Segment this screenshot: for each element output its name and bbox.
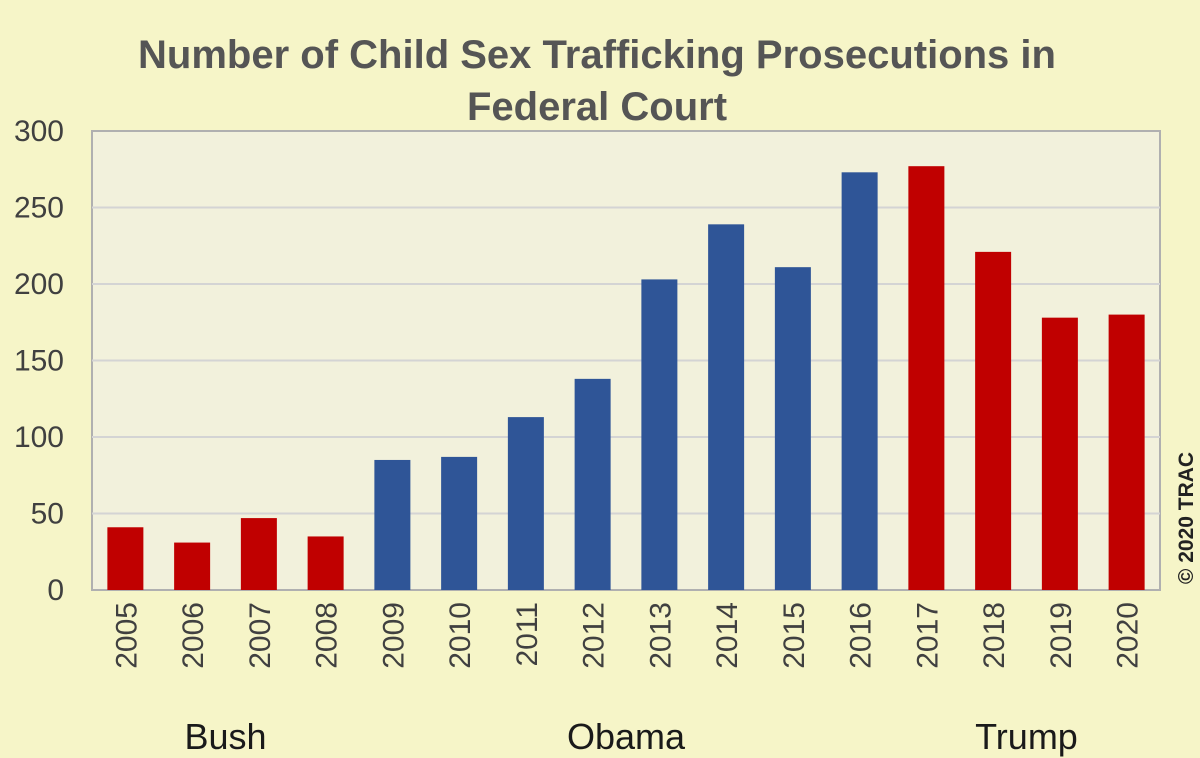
bar-2020 <box>1108 314 1145 590</box>
y-tick-label: 0 <box>47 574 64 607</box>
bar-2018 <box>975 251 1012 590</box>
bar-2010 <box>441 456 478 590</box>
y-axis-ticks: 0 50 100 150 200 250 300 <box>14 115 64 607</box>
bar-2006 <box>174 542 211 590</box>
bar-2008 <box>307 536 344 590</box>
copyright-credit: © 2020 TRAC <box>1175 452 1198 584</box>
bar-2017 <box>908 166 945 590</box>
x-tick-label: 2017 <box>911 602 944 669</box>
administration-labels: Bush Obama Trump <box>184 716 1077 757</box>
y-tick-label: 100 <box>14 421 64 454</box>
x-tick-label: 2018 <box>978 602 1011 669</box>
x-tick-label: 2006 <box>177 602 210 669</box>
x-tick-label: 2010 <box>444 602 477 669</box>
group-label-bush: Bush <box>184 716 266 757</box>
bars <box>107 166 1145 590</box>
bar-2011 <box>507 417 544 590</box>
x-tick-label: 2016 <box>845 602 878 669</box>
bar-2009 <box>374 459 411 590</box>
x-tick-label: 2009 <box>377 602 410 669</box>
x-tick-label: 2011 <box>511 602 544 667</box>
bar-2012 <box>574 378 611 590</box>
x-tick-label: 2008 <box>311 602 344 669</box>
x-tick-label: 2007 <box>244 602 277 669</box>
bar-2015 <box>774 267 811 590</box>
bar-2005 <box>107 527 144 590</box>
x-tick-label: 2012 <box>578 602 611 669</box>
chart-title-line-1: Number of Child Sex Trafficking Prosecut… <box>138 33 1056 77</box>
bar-2016 <box>841 172 878 590</box>
x-tick-label: 2005 <box>110 602 143 669</box>
group-label-obama: Obama <box>567 716 686 757</box>
group-label-trump: Trump <box>975 716 1078 757</box>
bar-2019 <box>1041 317 1078 590</box>
x-tick-label: 2019 <box>1045 602 1078 669</box>
x-axis-ticks: 2005 2006 2007 2008 2009 2010 2011 2012 2013 2014… <box>110 602 1144 669</box>
y-tick-label: 50 <box>31 498 64 531</box>
x-tick-label: 2014 <box>711 602 744 669</box>
bar-2013 <box>641 279 678 590</box>
y-tick-label: 150 <box>14 345 64 378</box>
y-tick-label: 300 <box>14 115 64 148</box>
x-tick-label: 2013 <box>644 602 677 669</box>
x-tick-label: 2015 <box>778 602 811 669</box>
y-tick-label: 250 <box>14 192 64 225</box>
bar-2007 <box>240 518 277 590</box>
y-tick-label: 200 <box>14 268 64 301</box>
x-tick-label: 2020 <box>1112 602 1145 669</box>
chart-title-line-2: Federal Court <box>467 85 727 129</box>
bar-2014 <box>708 224 745 590</box>
